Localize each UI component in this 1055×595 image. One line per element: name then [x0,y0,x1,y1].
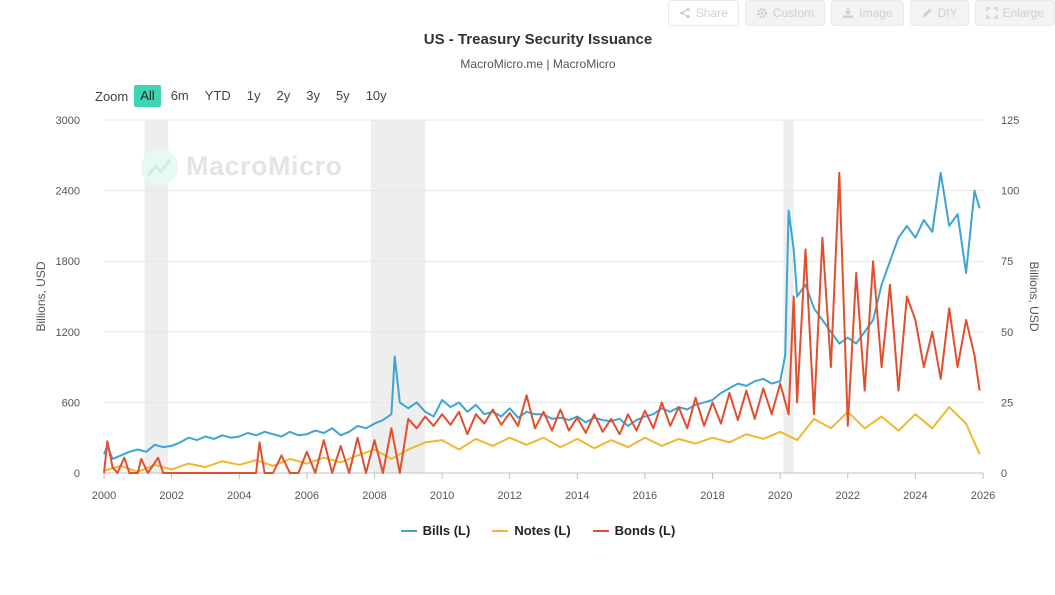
series-lines[interactable] [103,171,981,474]
x-tick-label: 2020 [768,490,792,502]
y-tick-right-label: 125 [1001,115,1019,127]
pencil-icon [922,8,932,17]
diy-label: DIY [937,6,958,20]
diy-button[interactable]: DIY [909,0,969,26]
custom-button[interactable]: Custom [744,0,826,26]
x-tick-label: 2016 [633,490,657,502]
macromicro-logo [140,148,179,187]
x-tick-label: 2006 [295,490,319,502]
x-tick-label: 2008 [362,490,386,502]
zoom-10y-button[interactable]: 10y [365,88,387,103]
zoom-all-button[interactable]: All [134,85,161,107]
x-tick-label: 2014 [565,490,589,502]
y-tick-right-label: 25 [1001,397,1013,409]
recession-band-0 [144,120,169,473]
share-icon [680,7,690,19]
gear-icon [756,8,767,18]
y-axis-right-title: Billions, USD [1027,261,1041,331]
legend-item-bills[interactable]: Bills (L) [400,523,471,538]
legend-label-notes: Notes (L) [514,523,571,538]
legend-swatch-bills [400,529,417,532]
download-icon [843,8,854,18]
legend-label-bonds: Bonds (L) [614,523,676,538]
series-line-notes[interactable] [103,406,981,473]
zoom-2y-button[interactable]: 2y [276,88,291,103]
x-tick-label: 2018 [700,490,724,502]
y-tick-left-label: 3000 [56,115,80,127]
x-tick-label: 2010 [430,490,454,502]
recession-bands [144,120,794,473]
enlarge-button[interactable]: Enlarge [974,0,1055,26]
x-tick-label: 2026 [971,490,995,502]
image-button[interactable]: Image [831,0,904,26]
y-tick-right-label: 50 [1001,327,1013,339]
zoom-selector: Zoom All 6m YTD 1y 2y 3y 5y 10y [95,85,397,107]
legend: Bills (L) Notes (L) Bonds (L) [0,523,1055,538]
y-axis-left-title: Billions, USD [34,261,48,331]
x-tick-label: 2004 [227,490,251,502]
toolbar: Share Custom Image DIY Enlarge [667,0,1055,26]
legend-item-notes[interactable]: Notes (L) [492,523,571,538]
y-tick-right-label: 75 [1001,256,1013,268]
image-label: Image [859,6,893,20]
zoom-label: Zoom [95,88,129,104]
y-tick-left-label: 600 [62,397,80,409]
y-tick-left-label: 1800 [56,256,80,268]
zoom-1y-button[interactable]: 1y [246,88,261,103]
zoom-6m-button[interactable]: 6m [170,88,189,103]
legend-swatch-bonds [592,529,609,532]
recession-band-1 [371,120,426,473]
share-label: Share [695,6,728,20]
y-tick-left-label: 1200 [56,327,80,339]
x-tick-label: 2022 [836,490,860,502]
legend-label-bills: Bills (L) [422,523,471,538]
watermark: MacroMicro [186,151,343,181]
y-tick-left-label: 2400 [56,186,80,198]
zoom-5y-button[interactable]: 5y [335,88,350,103]
zoom-ytd-button[interactable]: YTD [204,88,231,103]
legend-swatch-notes [492,529,509,532]
axes: 0 600 1200 1800 2400 3000 0 25 50 75 100 125 2000 200… [34,115,1041,502]
enlarge-label: Enlarge [1002,6,1044,20]
share-button[interactable]: Share [667,0,739,26]
recession-band-2 [783,120,794,473]
y-tick-left-label: 0 [74,468,80,480]
x-tick-label: 2002 [159,490,183,502]
legend-item-bonds[interactable]: Bonds (L) [592,523,676,538]
x-tick-label: 2024 [903,490,927,502]
expand-icon [985,7,998,19]
custom-label: Custom [772,6,815,20]
series-line-bonds[interactable] [103,171,981,474]
y-tick-right-label: 0 [1001,468,1007,480]
x-tick-label: 2012 [497,490,521,502]
chart-title: US - Treasury Security Issuance [423,31,653,48]
y-tick-right-label: 100 [1001,186,1019,198]
zoom-3y-button[interactable]: 3y [306,88,320,103]
x-tick-label: 2000 [92,490,116,502]
chart-subtitle: MacroMicro.me | MacroMicro [460,57,616,71]
